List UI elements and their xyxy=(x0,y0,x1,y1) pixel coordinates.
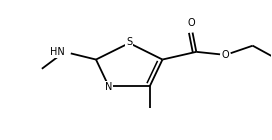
Text: O: O xyxy=(188,18,196,28)
Text: HN: HN xyxy=(50,47,64,57)
Text: O: O xyxy=(222,50,230,60)
Text: N: N xyxy=(105,82,112,92)
Text: S: S xyxy=(126,37,132,47)
